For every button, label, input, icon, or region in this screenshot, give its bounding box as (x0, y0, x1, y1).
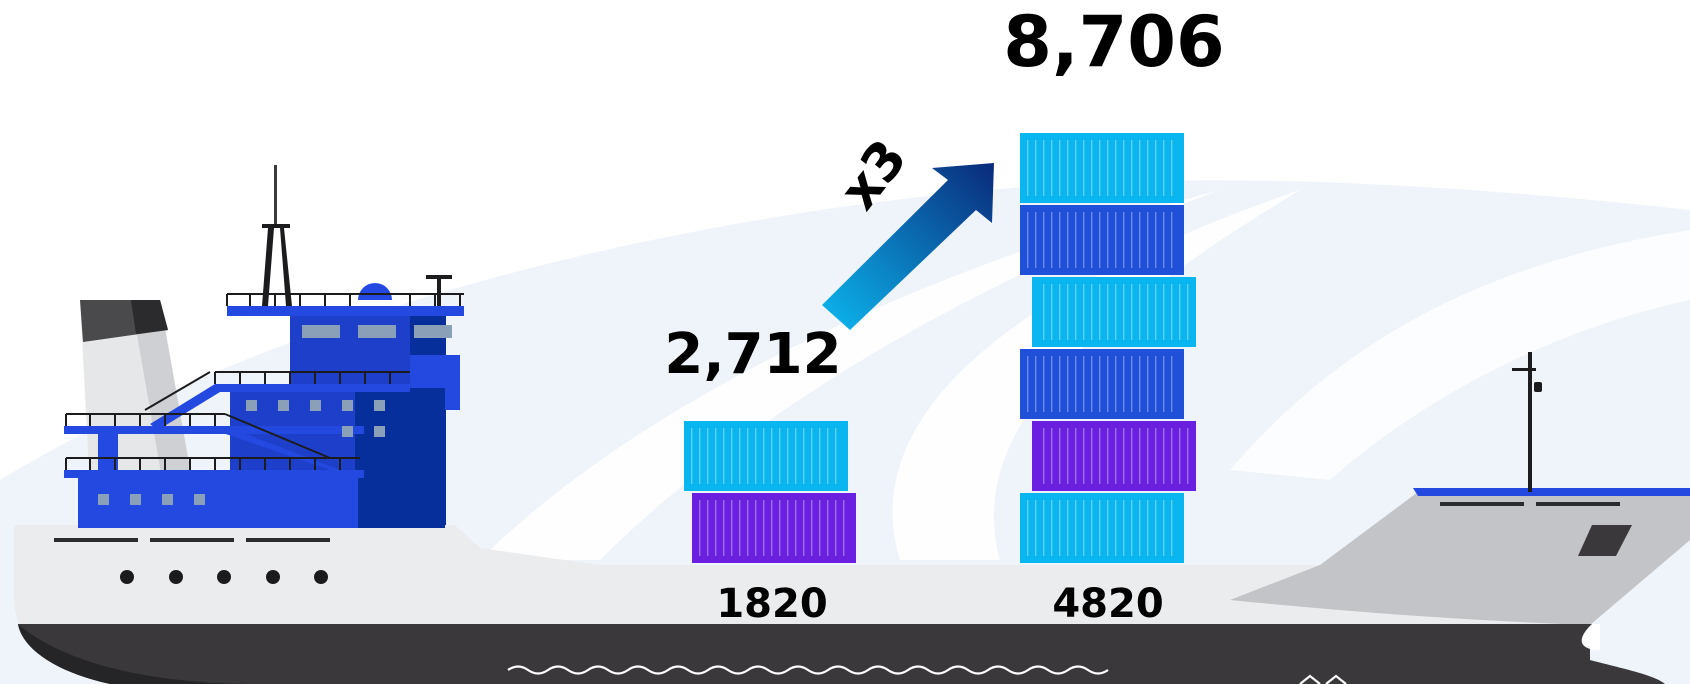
container-4820-3 (1020, 349, 1184, 419)
superstructure (64, 165, 464, 528)
container-4820-1 (1020, 493, 1184, 563)
bow-mast (1512, 352, 1542, 492)
growth-arrow (822, 163, 994, 330)
container-4820-6 (1020, 133, 1184, 203)
category-label-4820: 4820 (1052, 581, 1163, 627)
value-label-1820: 2,712 (664, 322, 841, 387)
category-label-1820: 1820 (716, 581, 827, 627)
container-1820-1 (692, 493, 856, 563)
container-1820-2 (684, 421, 848, 491)
container-stacks (684, 133, 1196, 563)
container-4820-4 (1032, 277, 1196, 347)
value-label-4820: 8,706 (1003, 1, 1224, 83)
container-4820-2 (1032, 421, 1196, 491)
container-4820-5 (1020, 205, 1184, 275)
ship-hull (14, 488, 1690, 684)
